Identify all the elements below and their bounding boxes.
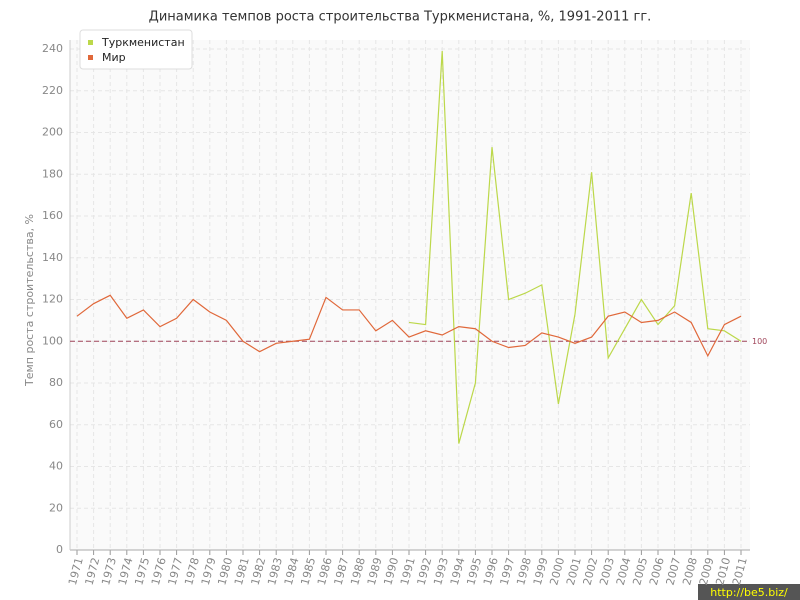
plot-background	[70, 40, 750, 550]
reference-label: 100	[752, 337, 767, 346]
y-tick-label: 80	[49, 376, 63, 389]
y-axis-label: Темп роста строительства, %	[23, 214, 36, 387]
watermark: http://be5.biz/	[710, 586, 788, 599]
legend-label: Туркменистан	[101, 36, 185, 49]
legend-swatch	[88, 40, 93, 45]
y-tick-label: 160	[42, 209, 63, 222]
y-tick-label: 100	[42, 334, 63, 347]
y-tick-label: 140	[42, 251, 63, 264]
y-tick-label: 60	[49, 418, 63, 431]
legend-label: Мир	[102, 51, 126, 64]
legend-swatch	[88, 55, 93, 60]
y-tick-label: 40	[49, 460, 63, 473]
y-tick-label: 120	[42, 293, 63, 306]
y-tick-label: 220	[42, 84, 63, 97]
y-tick-label: 240	[42, 42, 63, 55]
legend-box	[79, 29, 193, 70]
series-line	[408, 51, 742, 444]
series-line	[76, 294, 742, 358]
y-tick-label: 200	[42, 126, 63, 139]
y-tick-label: 20	[49, 501, 63, 514]
watermark-bg	[698, 584, 800, 600]
y-tick-label: 180	[42, 167, 63, 180]
y-tick-label: 0	[56, 543, 63, 556]
chart-title: Динамика темпов роста строительства Турк…	[149, 10, 652, 25]
